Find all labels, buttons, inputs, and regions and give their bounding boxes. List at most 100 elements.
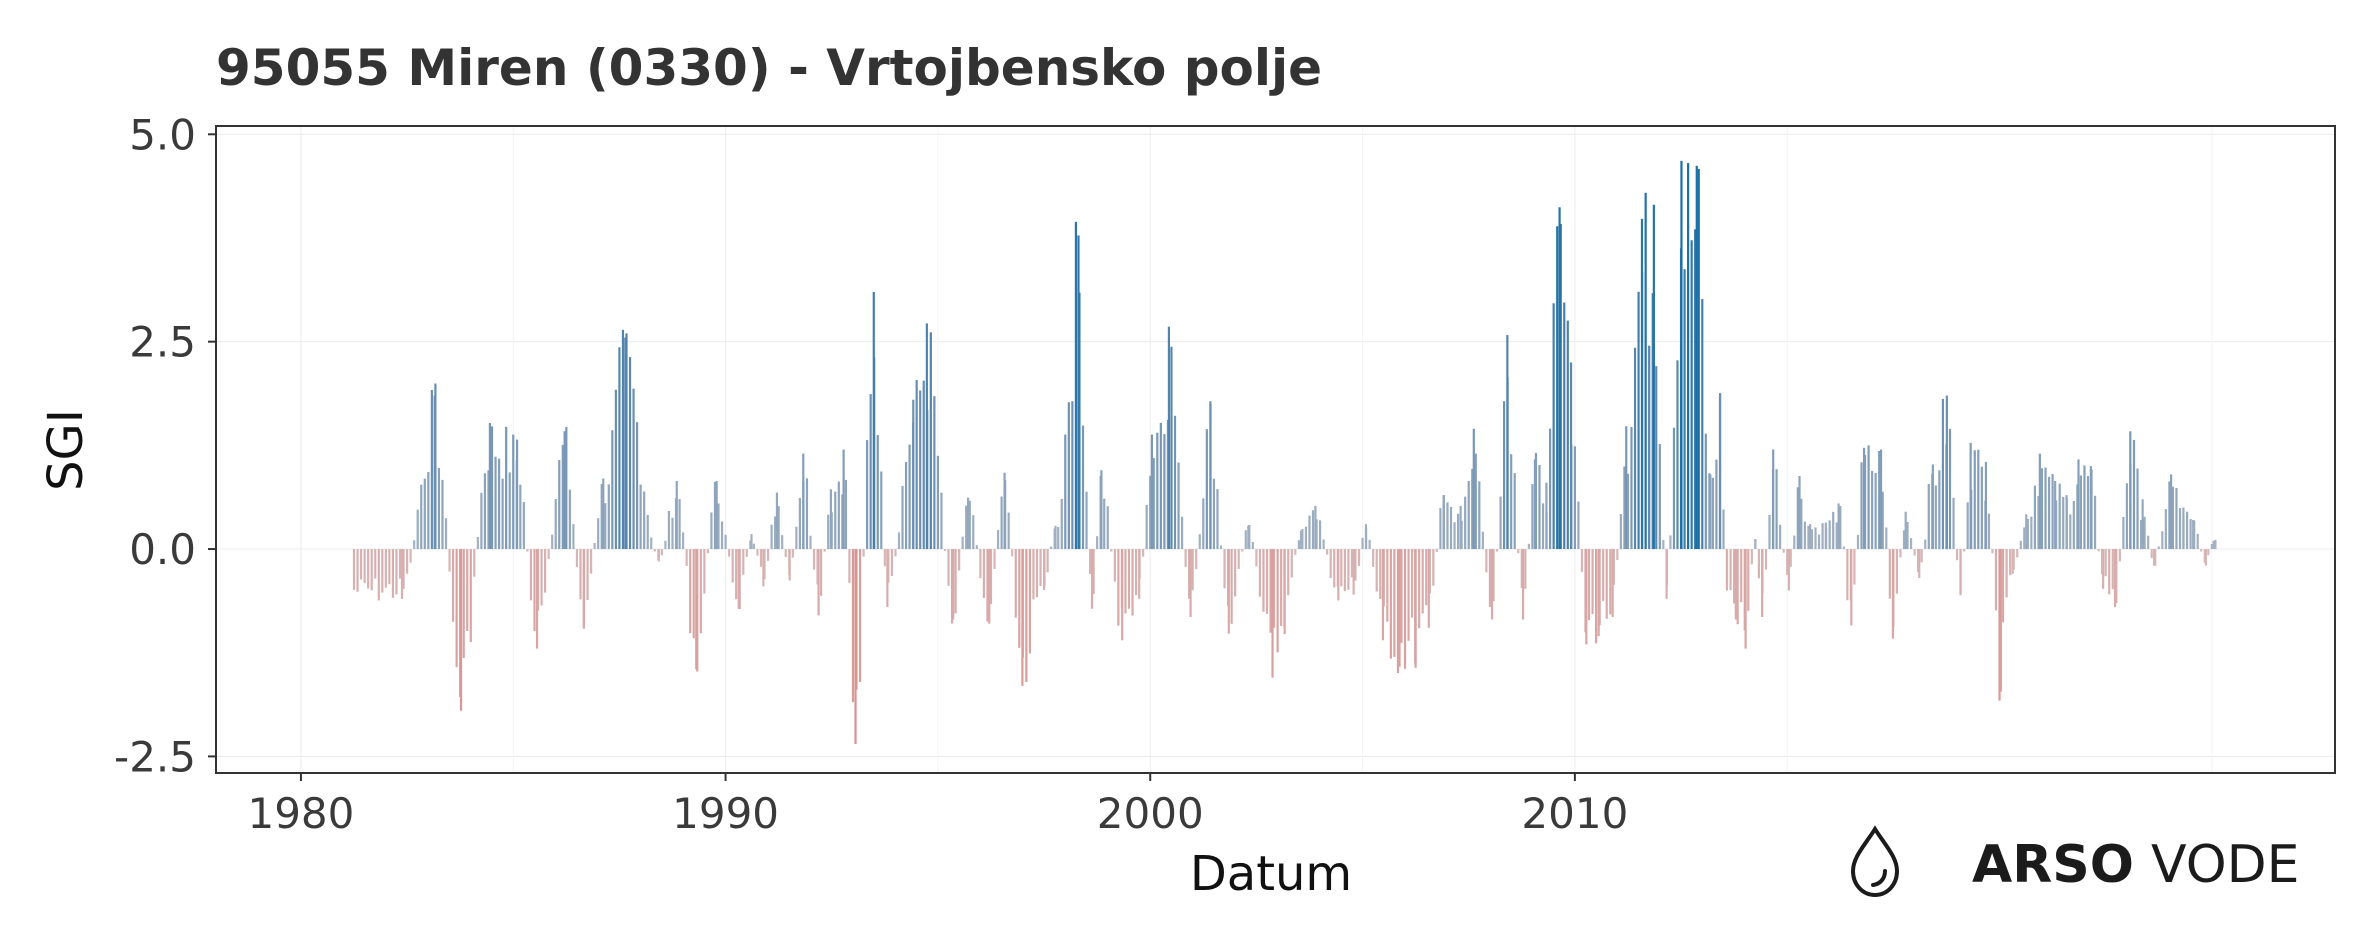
- bar-negative: [2097, 549, 2100, 552]
- bar-positive: [1159, 422, 1162, 550]
- bar-negative: [784, 549, 787, 557]
- bar-positive: [798, 497, 801, 550]
- bar-negative: [1191, 549, 1194, 591]
- bar-positive: [501, 478, 504, 550]
- bar-positive: [1690, 240, 1693, 550]
- bar-positive: [1180, 516, 1184, 550]
- bar-negative: [377, 549, 380, 601]
- bar-peak: [1879, 449, 1883, 550]
- bar-positive: [1697, 169, 1700, 550]
- bar-positive: [618, 347, 621, 550]
- bar-trough: [1744, 549, 1747, 649]
- bar-peak: [1824, 522, 1827, 550]
- bar-positive: [1474, 453, 1477, 550]
- bar-negative: [1994, 549, 1998, 611]
- bar-positive: [1081, 425, 1085, 550]
- bar-negative: [1517, 549, 1520, 554]
- bar-negative: [1421, 549, 1424, 614]
- bar-negative: [1899, 549, 1902, 558]
- bar-negative: [1272, 549, 1276, 628]
- bar-negative: [731, 549, 734, 583]
- bar-peak: [1709, 474, 1712, 550]
- bar-positive: [996, 530, 1000, 550]
- bar-peak: [1506, 335, 1509, 550]
- bar-positive: [551, 534, 554, 550]
- bar-positive: [1722, 509, 1725, 550]
- bar-positive: [1000, 496, 1003, 550]
- bar-negative: [703, 549, 706, 594]
- bar-negative: [1389, 549, 1392, 659]
- bar-trough: [459, 549, 463, 711]
- bar-peak: [925, 323, 928, 550]
- bar-positive: [628, 357, 632, 550]
- bar-negative: [1998, 549, 2001, 701]
- bar-positive: [1198, 534, 1201, 550]
- bar-positive: [1531, 484, 1534, 550]
- bar-positive: [961, 536, 964, 550]
- bar-negative: [384, 549, 387, 588]
- bar-positive: [1318, 520, 1322, 550]
- bar-negative: [858, 549, 862, 683]
- bar-positive: [490, 426, 494, 550]
- bar-positive: [2033, 485, 2037, 550]
- bar-negative: [1018, 549, 1021, 648]
- bar-positive: [636, 422, 639, 550]
- grid-lines: [216, 126, 2335, 773]
- bar-peak: [966, 497, 970, 550]
- bar-positive: [639, 484, 642, 550]
- bar-trough: [657, 549, 660, 562]
- bar-positive: [1860, 462, 1863, 550]
- bar-positive: [600, 484, 603, 550]
- bar-negative: [1853, 549, 1856, 585]
- bar-positive: [1464, 496, 1467, 550]
- bar-positive: [611, 430, 614, 550]
- bar-negative: [958, 549, 961, 571]
- bar-positive: [2062, 496, 2065, 550]
- bar-positive: [1368, 539, 1371, 550]
- bar-negative: [352, 549, 356, 590]
- bar-positive: [1071, 401, 1074, 550]
- bar-positive: [933, 396, 936, 550]
- bar-negative: [735, 549, 738, 600]
- bar-positive: [2196, 533, 2199, 550]
- bar-positive: [1446, 502, 1449, 550]
- bar-positive: [2157, 546, 2160, 550]
- bar-trough: [952, 549, 955, 620]
- bar-negative: [1237, 549, 1240, 570]
- bar-peak: [1695, 165, 1698, 550]
- bar-positive: [1867, 445, 1870, 550]
- bar-negative: [1400, 549, 1403, 643]
- arso-vode-logo: ARSO VODE: [1850, 825, 2300, 898]
- x-tick-label: 2000: [1097, 789, 1204, 838]
- bar-negative: [1195, 549, 1198, 570]
- bar-negative: [812, 549, 816, 570]
- bar-positive: [940, 492, 943, 550]
- bar-peak: [1472, 428, 1475, 550]
- bar-peak: [1167, 326, 1171, 550]
- bar-negative: [728, 549, 731, 557]
- bar-negative: [388, 549, 391, 585]
- bar-negative: [533, 549, 536, 632]
- bar-negative: [2118, 549, 2121, 562]
- bar-positive: [632, 388, 635, 550]
- bar-negative: [1269, 549, 1272, 633]
- bar-negative: [947, 549, 950, 586]
- bar-peak: [515, 439, 519, 550]
- bar-positive: [1779, 524, 1782, 550]
- bar-peak: [1558, 207, 1561, 550]
- bar-peak: [1640, 218, 1644, 550]
- bar-trough: [737, 549, 740, 609]
- bar-positive: [572, 524, 575, 550]
- bar-negative: [1230, 549, 1233, 624]
- bar-peak: [1569, 362, 1573, 550]
- bar-negative: [1375, 549, 1378, 592]
- bar-negative: [1733, 549, 1736, 604]
- bar-negative: [1786, 549, 1789, 576]
- bar-negative: [2154, 549, 2157, 566]
- bar-positive: [2030, 516, 2033, 550]
- bar-negative: [950, 549, 954, 624]
- bar-negative: [1492, 549, 1495, 602]
- bar-negative: [1265, 549, 1269, 614]
- bar-positive: [1637, 291, 1640, 550]
